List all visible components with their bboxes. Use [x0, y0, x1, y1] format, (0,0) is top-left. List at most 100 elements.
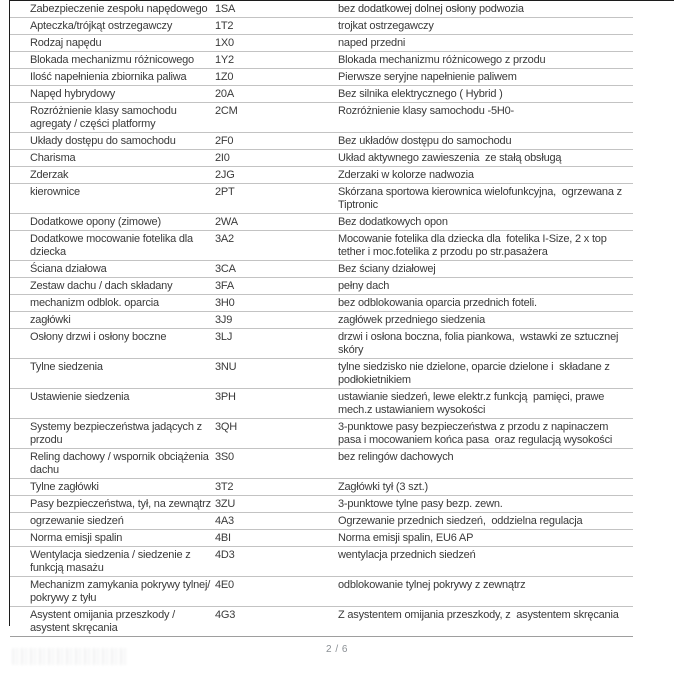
- equipment-name-cell: Pasy bezpieczeństwa, tył, na zewnątrz: [30, 498, 211, 510]
- table-row: Charisma 2I0 Układ aktywnego zawieszenia…: [10, 150, 633, 167]
- table-row: mechanizm odblok. oparcia 3H0 bez odblok…: [10, 295, 633, 312]
- equipment-name-cell: Blokada mechanizmu różnicowego: [30, 54, 194, 66]
- equipment-code-cell: 4A3: [215, 515, 234, 527]
- equipment-name-cell: Systemy bezpieczeństwa jadących z przodu: [30, 421, 205, 446]
- equipment-name-cell: Ściana działowa: [30, 263, 107, 275]
- equipment-code-cell: 1SA: [215, 3, 236, 15]
- equipment-name-cell: Tylne siedzenia: [30, 361, 103, 373]
- equipment-description-cell: Zderzaki w kolorze nadwozia: [338, 169, 474, 181]
- equipment-description-cell: Zagłówki tył (3 szt.): [338, 481, 428, 493]
- equipment-code-cell: 4E0: [215, 579, 234, 591]
- equipment-description-cell: wentylacja przednich siedzeń: [338, 549, 476, 561]
- table-row: Zestaw dachu / dach składany 3FA pełny d…: [10, 278, 633, 295]
- equipment-code-cell: 2JG: [215, 169, 235, 181]
- equipment-name-cell: Napęd hybrydowy: [30, 88, 116, 100]
- equipment-description-cell: ustawianie siedzeń, lewe elektr.z funkcj…: [338, 391, 608, 416]
- equipment-code-cell: 3H0: [215, 297, 235, 309]
- table-row: zagłówki 3J9 zagłówek przedniego siedzen…: [10, 312, 633, 329]
- table-row: Napęd hybrydowy 20A Bez silnika elektryc…: [10, 86, 633, 103]
- equipment-description-cell: 3-punktowe pasy bezpieczeństwa z przodu …: [338, 421, 614, 446]
- equipment-description-cell: drzwi i osłona boczna, folia piankowa, w…: [338, 331, 622, 356]
- page-number: 2 / 6: [326, 644, 348, 655]
- equipment-description-cell: odblokowanie tylnej pokrywy z zewnątrz: [338, 579, 526, 591]
- watermark: [12, 648, 127, 665]
- table-row: ogrzewanie siedzeń 4A3 Ogrzewanie przedn…: [10, 513, 633, 530]
- equipment-code-cell: 3LJ: [215, 331, 233, 343]
- equipment-code-cell: 3S0: [215, 451, 234, 463]
- equipment-description-cell: Mocowanie fotelika dla dziecka dla fotel…: [338, 233, 610, 258]
- equipment-description-cell: Skórzana sportowa kierownica wielofunkcy…: [338, 186, 625, 211]
- equipment-name-cell: Zabezpieczenie zespołu napędowego: [30, 3, 208, 15]
- equipment-description-cell: bez odblokowania oparcia przednich fotel…: [338, 297, 537, 309]
- equipment-description-cell: 3-punktowe tylne pasy bezp. zewn.: [338, 498, 503, 510]
- equipment-name-cell: Rozróżnienie klasy samochodu agregaty / …: [30, 105, 180, 130]
- equipment-description-cell: Bez ściany działowej: [338, 263, 436, 275]
- equipment-description-cell: trojkat ostrzegawczy: [338, 20, 434, 32]
- equipment-description-cell: zagłówek przedniego siedzenia: [338, 314, 486, 326]
- equipment-code-cell: 4D3: [215, 549, 235, 561]
- equipment-code-cell: 3A2: [215, 233, 234, 245]
- equipment-description-cell: Bez dodatkowych opon: [338, 216, 448, 228]
- equipment-code-cell: 1Y2: [215, 54, 234, 66]
- equipment-name-cell: Osłony drzwi i osłony boczne: [30, 331, 167, 343]
- table-row: kierownice 2PT Skórzana sportowa kierown…: [10, 184, 633, 214]
- equipment-name-cell: Tylne zagłówki: [30, 481, 99, 493]
- equipment-description-cell: Ogrzewanie przednich siedzeń, oddzielna …: [338, 515, 583, 527]
- equipment-name-cell: Zderzak: [30, 169, 69, 181]
- table-row: Rozróżnienie klasy samochodu agregaty / …: [10, 103, 633, 133]
- equipment-name-cell: Wentylacja siedzenia / siedzenie z funkc…: [30, 549, 194, 574]
- equipment-description-cell: Norma emisji spalin, EU6 AP: [338, 532, 474, 544]
- equipment-name-cell: Asystent omijania przeszkody / asystent …: [30, 609, 178, 634]
- equipment-name-cell: mechanizm odblok. oparcia: [30, 297, 159, 309]
- equipment-name-cell: Zestaw dachu / dach składany: [30, 280, 173, 292]
- equipment-name-cell: ogrzewanie siedzeń: [30, 515, 124, 527]
- table-row: Rodzaj napędu 1X0 naped przedni: [10, 35, 633, 52]
- equipment-description-cell: naped przedni: [338, 37, 406, 49]
- table-top-border: [9, 0, 674, 1]
- equipment-description-cell: Blokada mechanizmu różnicowego z przodu: [338, 54, 546, 66]
- table-row: Blokada mechanizmu różnicowego 1Y2 Bloka…: [10, 52, 633, 69]
- equipment-code-cell: 20A: [215, 88, 234, 100]
- equipment-description-cell: tylne siedzisko nie dzielone, oparcie dz…: [338, 361, 613, 386]
- table-row: Zabezpieczenie zespołu napędowego 1SA be…: [10, 1, 633, 18]
- equipment-code-cell: 3NU: [215, 361, 237, 373]
- equipment-description-cell: Pierwsze seryjne napełnienie paliwem: [338, 71, 517, 83]
- equipment-code-cell: 3FA: [215, 280, 234, 292]
- table-row: Układy dostępu do samochodu 2F0 Bez ukła…: [10, 133, 633, 150]
- equipment-description-cell: bez relingów dachowych: [338, 451, 454, 463]
- equipment-code-cell: 3T2: [215, 481, 234, 493]
- equipment-name-cell: Rodzaj napędu: [30, 37, 102, 49]
- table-row: Ściana działowa 3CA Bez ściany działowej: [10, 261, 633, 278]
- table-row: Ustawienie siedzenia 3PH ustawianie sied…: [10, 389, 633, 419]
- equipment-name-cell: Charisma: [30, 152, 76, 164]
- equipment-description-cell: Bez układów dostępu do samochodu: [338, 135, 512, 147]
- equipment-code-cell: 3ZU: [215, 498, 236, 510]
- equipment-code-cell: 4G3: [215, 609, 236, 621]
- equipment-name-cell: Ustawienie siedzenia: [30, 391, 130, 403]
- equipment-code-cell: 1X0: [215, 37, 234, 49]
- equipment-name-cell: zagłówki: [30, 314, 71, 326]
- table-row: Ilość napełnienia zbiornika paliwa 1Z0 P…: [10, 69, 633, 86]
- table-row: Mechanizm zamykania pokrywy tylnej/ pokr…: [10, 577, 633, 607]
- equipment-code-cell: 3PH: [215, 391, 236, 403]
- equipment-description-cell: Układ aktywnego zawieszenia ze stałą obs…: [338, 152, 562, 164]
- equipment-name-cell: Norma emisji spalin: [30, 532, 123, 544]
- table-row: Reling dachowy / wspornik obciążenia dac…: [10, 449, 633, 479]
- table-row: Tylne siedzenia 3NU tylne siedzisko nie …: [10, 359, 633, 389]
- equipment-code-cell: 2WA: [215, 216, 238, 228]
- table-left-border: [9, 0, 10, 626]
- equipment-code-cell: 3QH: [215, 421, 238, 433]
- table-row: Systemy bezpieczeństwa jadących z przodu…: [10, 419, 633, 449]
- table-row: Zderzak 2JG Zderzaki w kolorze nadwozia: [10, 167, 633, 184]
- table-row: Norma emisji spalin 4BI Norma emisji spa…: [10, 530, 633, 547]
- equipment-name-cell: Reling dachowy / wspornik obciążenia dac…: [30, 451, 212, 476]
- table-row: Apteczka/trójkąt ostrzegawczy 1T2 trojka…: [10, 18, 633, 35]
- table-row: Dodatkowe opony (zimowe) 2WA Bez dodatko…: [10, 214, 633, 231]
- table-row: Tylne zagłówki 3T2 Zagłówki tył (3 szt.): [10, 479, 633, 496]
- equipment-name-cell: kierownice: [30, 186, 80, 198]
- table-row: Pasy bezpieczeństwa, tył, na zewnątrz 3Z…: [10, 496, 633, 513]
- equipment-code-cell: 1T2: [215, 20, 234, 32]
- equipment-description-cell: pełny dach: [338, 280, 390, 292]
- table-row: Asystent omijania przeszkody / asystent …: [10, 607, 633, 637]
